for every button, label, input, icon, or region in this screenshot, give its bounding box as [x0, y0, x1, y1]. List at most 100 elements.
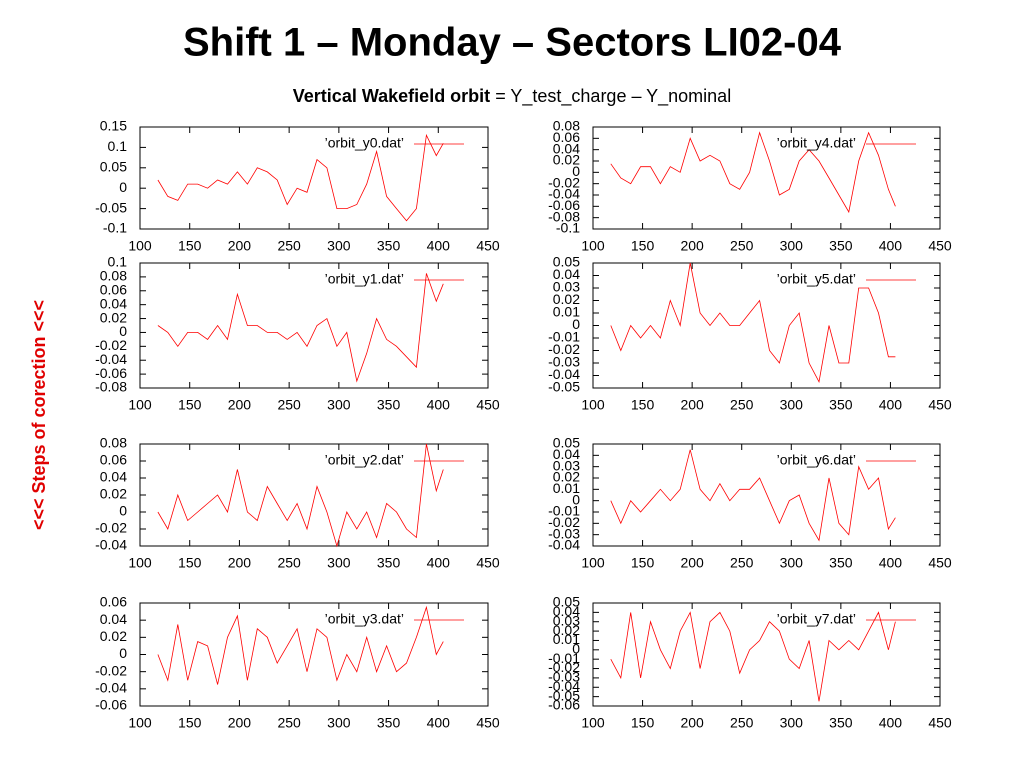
x-tick-label: 350: [377, 715, 401, 731]
x-tick-label: 450: [928, 397, 952, 413]
y-tick-label: 0: [119, 645, 127, 661]
x-tick-label: 250: [277, 238, 301, 254]
y-tick-label: 0.02: [553, 469, 580, 485]
plot-frame: [592, 602, 941, 707]
y-tick-label: 0.03: [553, 612, 580, 628]
x-tick-label: 250: [277, 715, 301, 731]
y-tick-label: 0.05: [553, 254, 580, 270]
chart: 0.050.040.030.020.010-0.01-0.02-0.03-0.0…: [548, 254, 952, 413]
plot-frame: [592, 443, 941, 547]
y-tick-label: 0.06: [100, 452, 127, 468]
y-tick-label: -0.02: [95, 520, 127, 536]
y-tick-label: -0.04: [548, 366, 580, 382]
y-tick-label: 0.02: [553, 291, 580, 307]
y-tick-label: 0.08: [553, 118, 580, 134]
y-tick-label: -0.03: [548, 354, 580, 370]
y-tick-label: -0.06: [95, 697, 127, 713]
x-tick-label: 200: [228, 555, 252, 571]
x-tick-label: 400: [879, 715, 903, 731]
y-tick-label: 0.02: [100, 628, 127, 644]
x-tick-label: 400: [427, 238, 451, 254]
plot-frame: [139, 126, 489, 230]
legend-label: ’orbit_y1.dat’: [325, 271, 404, 287]
x-tick-label: 200: [680, 397, 704, 413]
y-tick-label: 0.04: [553, 446, 580, 462]
chart: 0.080.060.040.020-0.02-0.04-0.06-0.08-0.…: [548, 118, 952, 254]
x-tick-label: 200: [680, 238, 704, 254]
y-tick-label: -0.05: [548, 687, 580, 703]
y-tick-label: 0.06: [553, 129, 580, 145]
y-tick-label: 0.06: [100, 594, 127, 610]
y-tick-label: -0.02: [95, 662, 127, 678]
legend-label: ’orbit_y0.dat’: [325, 135, 404, 151]
y-tick-label: -0.03: [548, 525, 580, 541]
y-tick-label: 0: [572, 163, 580, 179]
x-tick-label: 250: [730, 715, 754, 731]
y-tick-label: -0.01: [548, 503, 580, 519]
x-tick-label: 450: [476, 397, 500, 413]
x-tick-label: 150: [178, 715, 202, 731]
y-tick-label: 0.1: [108, 138, 128, 154]
y-tick-label: 0.02: [553, 152, 580, 168]
y-tick-label: 0.04: [553, 140, 580, 156]
y-tick-label: 0.04: [553, 603, 580, 619]
x-tick-label: 150: [178, 555, 202, 571]
y-tick-label: 0.01: [553, 480, 580, 496]
chart: 0.050.040.030.020.010-0.01-0.02-0.03-0.0…: [548, 594, 952, 731]
data-line: [157, 443, 444, 548]
y-tick-label: -0.01: [548, 329, 580, 345]
data-line: [157, 133, 444, 222]
chart: 0.10.080.060.040.020-0.02-0.04-0.06-0.08…: [95, 254, 500, 413]
x-tick-label: 150: [178, 238, 202, 254]
x-tick-label: 300: [327, 238, 351, 254]
y-tick-label: 0.02: [100, 309, 127, 325]
y-tick-label: -0.03: [548, 669, 580, 685]
data-line: [610, 262, 896, 384]
x-tick-label: 100: [128, 715, 152, 731]
x-tick-label: 300: [327, 397, 351, 413]
x-tick-label: 350: [377, 397, 401, 413]
y-tick-label: -0.05: [95, 199, 127, 215]
data-line: [157, 273, 444, 383]
legend-label: ’orbit_y6.dat’: [777, 452, 856, 468]
y-tick-label: -0.02: [548, 174, 580, 190]
x-tick-label: 150: [631, 555, 655, 571]
x-tick-label: 400: [427, 397, 451, 413]
x-tick-label: 250: [730, 397, 754, 413]
x-tick-label: 400: [427, 555, 451, 571]
y-tick-label: 0.02: [553, 622, 580, 638]
x-tick-label: 300: [780, 555, 804, 571]
y-tick-label: 0.15: [100, 118, 127, 134]
x-tick-label: 300: [327, 715, 351, 731]
x-tick-label: 150: [178, 397, 202, 413]
y-tick-label: 0: [119, 323, 127, 339]
y-tick-label: -0.04: [548, 678, 580, 694]
plot-frame: [592, 126, 941, 230]
x-tick-label: 100: [581, 397, 605, 413]
subtitle-rest: = Y_test_charge – Y_nominal: [490, 86, 731, 107]
y-tick-label: -0.05: [548, 379, 580, 395]
y-tick-label: -0.1: [556, 220, 580, 236]
y-tick-label: -0.1: [103, 220, 127, 236]
y-tick-label: -0.02: [548, 341, 580, 357]
y-tick-label: 0.01: [553, 304, 580, 320]
x-tick-label: 300: [780, 715, 804, 731]
y-tick-label: -0.06: [95, 365, 127, 381]
x-tick-label: 350: [829, 397, 853, 413]
y-tick-label: 0.06: [100, 281, 127, 297]
x-tick-label: 200: [228, 397, 252, 413]
x-tick-label: 450: [476, 715, 500, 731]
legend-label: ’orbit_y2.dat’: [325, 452, 404, 468]
x-tick-label: 200: [680, 715, 704, 731]
legend-label: ’orbit_y3.dat’: [325, 611, 404, 627]
x-tick-label: 350: [377, 238, 401, 254]
x-tick-label: 200: [680, 555, 704, 571]
x-tick-label: 450: [476, 238, 500, 254]
y-tick-label: 0.01: [553, 631, 580, 647]
y-tick-label: 0: [119, 503, 127, 519]
plot-frame: [139, 602, 489, 707]
data-line: [610, 449, 896, 542]
